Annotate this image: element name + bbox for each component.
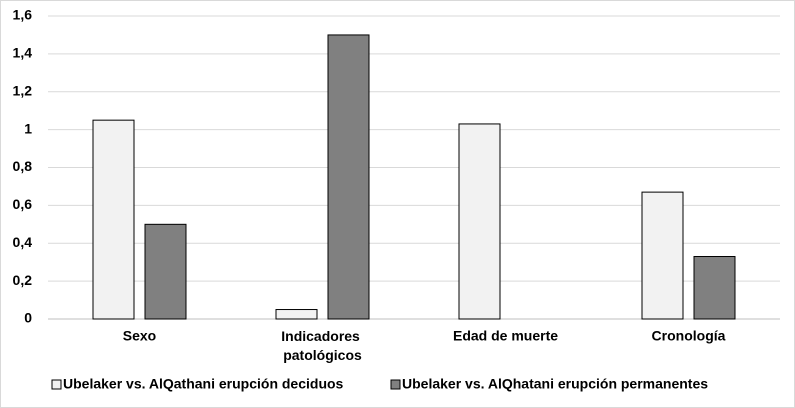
bar	[327, 34, 370, 320]
bar	[693, 256, 736, 320]
x-tick-label: Cronología	[652, 328, 726, 344]
y-tick-label: 0,6	[13, 196, 33, 212]
y-tick-label: 0,4	[13, 234, 33, 250]
y-tick-label: 1,4	[13, 45, 33, 61]
bar	[458, 123, 501, 320]
x-tick-label: Sexo	[123, 328, 156, 344]
y-tick-label: 1,2	[13, 82, 33, 98]
bar	[641, 191, 684, 320]
legend-label: Ubelaker vs. AlQathani erupción deciduos	[63, 376, 344, 392]
y-tick-label: 0,8	[13, 158, 33, 174]
bar	[275, 309, 318, 320]
legend-swatch	[390, 379, 401, 390]
bar	[92, 119, 135, 320]
legend-label: Ubelaker vs. AlQhatani erupción permanen…	[402, 376, 708, 392]
x-tick-label: Indicadores patológicos	[281, 328, 363, 363]
y-tick-label: 1,6	[13, 7, 33, 23]
y-tick-label: 1	[24, 120, 32, 136]
x-tick-label: Edad de muerte	[453, 328, 558, 344]
bar	[144, 223, 187, 320]
y-tick-label: 0	[24, 310, 32, 326]
y-tick-label: 0,2	[13, 272, 33, 288]
legend-swatch	[51, 379, 62, 390]
